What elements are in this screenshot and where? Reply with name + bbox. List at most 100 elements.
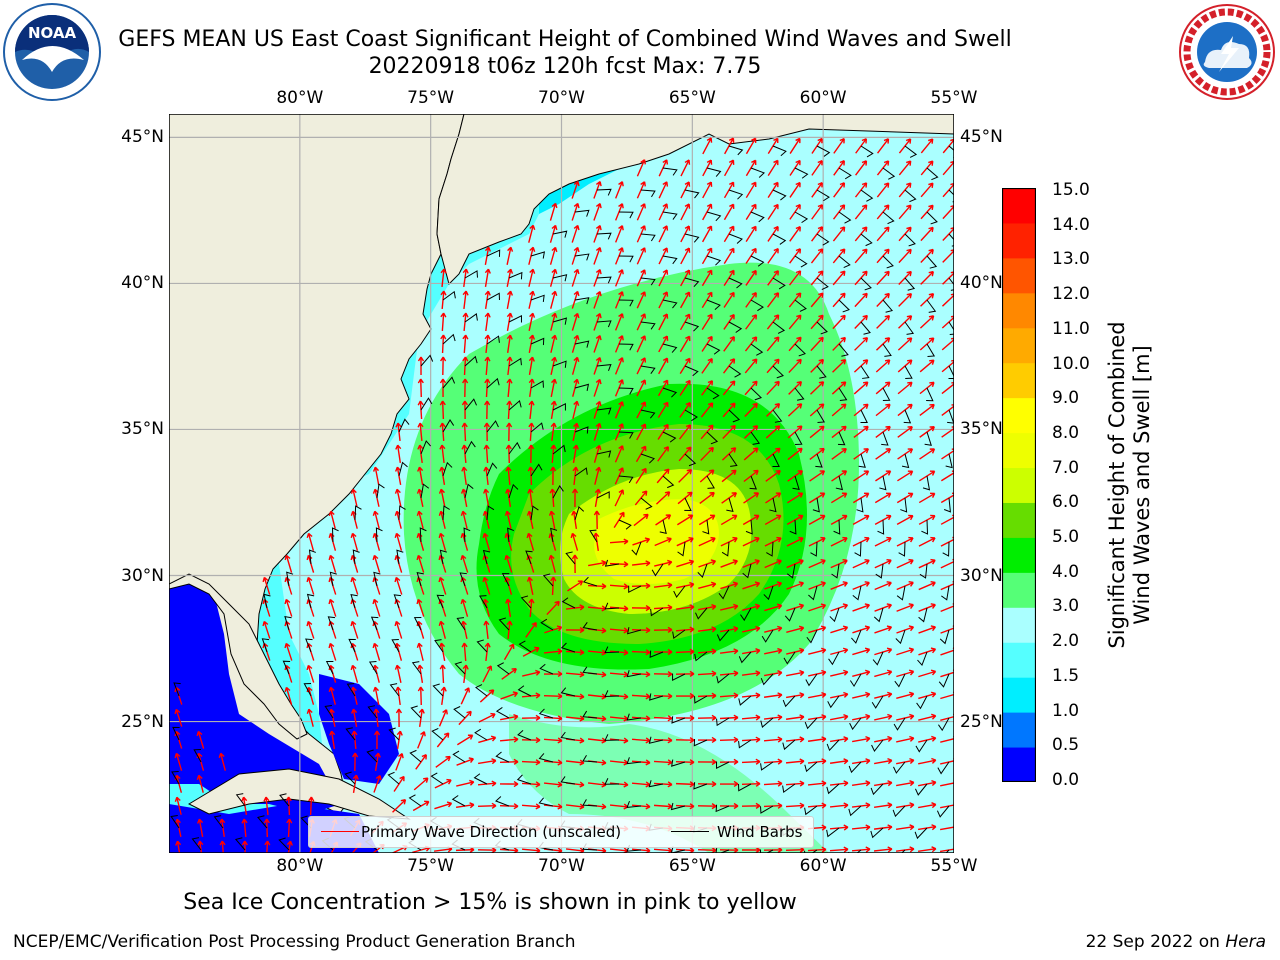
wind-barb (826, 783, 840, 795)
colorbar-tick-label: 5.0 (1052, 527, 1080, 548)
wave-contour-gulf-mexico (169, 579, 341, 814)
wind-barb (901, 453, 910, 469)
wind-barb (574, 297, 590, 305)
wind-barb (482, 549, 491, 565)
wave-arrow (789, 181, 801, 198)
wind-barb (408, 794, 422, 807)
wind-barb (501, 573, 510, 587)
wave-arrow (744, 358, 758, 374)
wind-barb (738, 651, 752, 664)
wave-arrow (918, 713, 937, 721)
wave-arrow (306, 532, 315, 551)
wave-arrow (527, 488, 534, 508)
tick-label: 75°W (407, 88, 455, 108)
wind-barb (391, 639, 400, 653)
wind-barb (760, 849, 774, 853)
wave-arrow (852, 735, 871, 743)
wind-barb (530, 422, 544, 433)
colorbar-segment (1002, 432, 1036, 469)
wind-barb (926, 299, 937, 313)
wave-arrow (676, 559, 695, 568)
wind-barb (926, 343, 936, 357)
wind-barb (659, 519, 667, 535)
wave-arrow (918, 625, 937, 634)
wave-arrow (306, 664, 315, 683)
wind-barb (331, 527, 339, 543)
wave-arrow (854, 292, 868, 308)
wave-arrow (896, 780, 915, 787)
wave-arrow (593, 290, 602, 309)
wind-barb (648, 780, 664, 788)
wind-barb (582, 622, 598, 631)
wind-barb (346, 683, 356, 697)
wind-barb (456, 617, 466, 631)
wave-arrow (698, 581, 717, 589)
wave-arrow (874, 492, 892, 504)
wind-barb (486, 377, 500, 389)
colorbar-segment (1002, 747, 1036, 782)
wave-arrow (241, 818, 248, 838)
wind-barb (398, 418, 410, 433)
wind-barb (879, 475, 887, 491)
wind-barb (520, 595, 532, 609)
wind-barb (560, 776, 576, 785)
tick-label: 60°W (799, 88, 847, 108)
wave-arrow (852, 691, 871, 699)
tick-label: 55°W (930, 88, 978, 108)
tick-label: 80°W (276, 856, 324, 876)
wind-barb (565, 551, 576, 565)
wind-barb (694, 651, 708, 662)
wave-arrow (788, 270, 802, 286)
wind-barb (419, 527, 427, 543)
wind-barb (760, 717, 774, 728)
wave-arrow (351, 708, 358, 727)
wave-arrow (897, 470, 914, 482)
legend-wind-label: Wind Barbs (717, 823, 803, 841)
wave-arrow (764, 647, 783, 655)
wind-barb (805, 673, 818, 687)
wave-arrow (521, 803, 541, 810)
wind-barb (552, 484, 564, 499)
wave-arrow (395, 444, 402, 464)
wind-barb (284, 616, 292, 631)
wind-barb (948, 277, 954, 291)
wind-barb (816, 321, 828, 335)
wind-barb (278, 837, 290, 851)
wave-arrow (482, 665, 493, 683)
wave-arrow (675, 737, 695, 744)
wind-barb (552, 444, 566, 455)
wind-barb (432, 683, 444, 697)
wave-arrow (286, 818, 293, 838)
wind-barb (904, 277, 916, 291)
wind-barb (926, 387, 934, 402)
wave-arrow (720, 514, 738, 526)
wind-barb (763, 585, 774, 601)
wave-arrow (503, 643, 515, 661)
colorbar-tick-label: 2.0 (1052, 631, 1080, 652)
wave-arrow (543, 648, 563, 655)
wind-barb (193, 748, 202, 763)
wind-barb (782, 739, 796, 751)
wave-arrow (528, 356, 535, 375)
wave-arrow (852, 514, 870, 525)
wave-arrow (788, 358, 802, 374)
wave-arrow (571, 488, 579, 508)
wave-arrow (918, 757, 937, 765)
wind-barb (882, 387, 891, 401)
wind-barb (329, 571, 337, 587)
wave-arrow (483, 620, 490, 640)
wind-barb (893, 717, 906, 731)
colorbar-tick-label: 0.5 (1052, 735, 1080, 756)
wave-arrow (462, 290, 469, 310)
wave-arrow (918, 669, 937, 678)
wind-barb (475, 684, 488, 697)
wave-arrow (700, 446, 714, 461)
wind-barb (596, 276, 612, 284)
wave-arrow (631, 604, 651, 612)
tick-label: 65°W (668, 856, 716, 876)
wave-arrow (417, 422, 424, 442)
wave-arrow (614, 489, 625, 507)
wind-barb (706, 255, 722, 266)
wind-barb (495, 707, 510, 719)
wind-barb (420, 397, 433, 411)
